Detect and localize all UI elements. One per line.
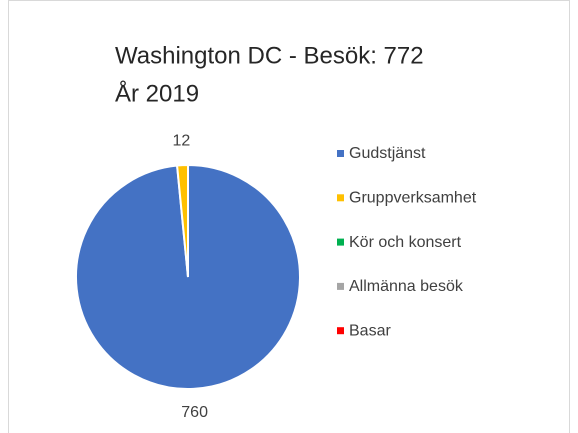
legend-label: Basar [349, 322, 391, 339]
legend-swatch [337, 194, 344, 202]
chart-title: Washington DC - Besök: 772 [115, 42, 424, 69]
legend-swatch [337, 238, 344, 246]
chart-title: År 2019 [115, 79, 199, 107]
legend-label: Kör och konsert [349, 234, 462, 251]
legend-label: Gudstjänst [349, 145, 426, 162]
legend-swatch [337, 282, 344, 290]
legend-swatch [337, 327, 344, 335]
data-label: 12 [172, 132, 190, 149]
legend-swatch [337, 150, 344, 157]
data-label: 760 [181, 404, 208, 421]
legend-label: Gruppverksamhet [349, 190, 477, 207]
legend-label: Allmänna besök [349, 278, 464, 295]
